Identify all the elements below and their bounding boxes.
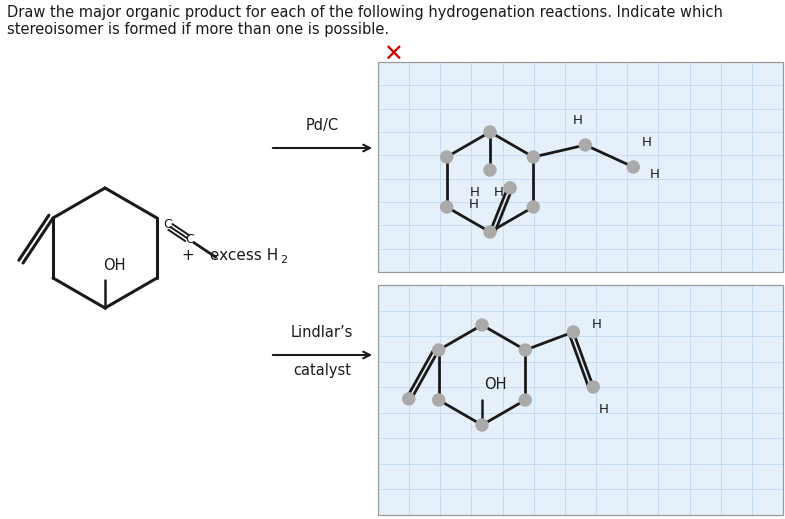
Text: OH: OH (484, 377, 506, 392)
Circle shape (476, 419, 488, 431)
Text: H: H (470, 186, 480, 199)
Circle shape (484, 126, 496, 138)
Text: OH: OH (103, 258, 126, 273)
Text: H: H (494, 186, 504, 199)
Text: Pd/C: Pd/C (305, 118, 338, 133)
Bar (378, 285, 783, 515)
Bar (378, 62, 783, 272)
Circle shape (440, 201, 453, 213)
Text: H: H (572, 114, 582, 127)
Text: H: H (598, 403, 608, 416)
Text: ✕: ✕ (383, 43, 403, 67)
Circle shape (433, 394, 444, 406)
Text: excess H: excess H (205, 248, 278, 263)
Circle shape (403, 393, 414, 405)
Text: H: H (649, 169, 659, 182)
Text: C: C (163, 218, 172, 231)
Bar (378, 62, 783, 272)
Circle shape (484, 164, 496, 176)
Text: H: H (641, 136, 652, 149)
Circle shape (440, 151, 453, 163)
Circle shape (528, 151, 539, 163)
Text: catalyst: catalyst (293, 363, 351, 378)
Circle shape (484, 226, 496, 238)
Circle shape (579, 139, 591, 151)
Text: Lindlar’s: Lindlar’s (290, 325, 353, 340)
Circle shape (568, 326, 579, 338)
Bar (378, 285, 783, 515)
Text: C: C (185, 234, 194, 247)
Circle shape (587, 381, 599, 393)
Circle shape (520, 344, 531, 356)
Text: H: H (591, 318, 601, 331)
Circle shape (627, 161, 639, 173)
Text: +: + (181, 248, 195, 263)
Circle shape (504, 182, 516, 194)
Text: H: H (469, 198, 479, 212)
Text: Draw the major organic product for each of the following hydrogenation reactions: Draw the major organic product for each … (7, 5, 723, 37)
Circle shape (528, 201, 539, 213)
Circle shape (433, 344, 444, 356)
Text: 2: 2 (280, 255, 287, 265)
Circle shape (476, 319, 488, 331)
Circle shape (520, 394, 531, 406)
